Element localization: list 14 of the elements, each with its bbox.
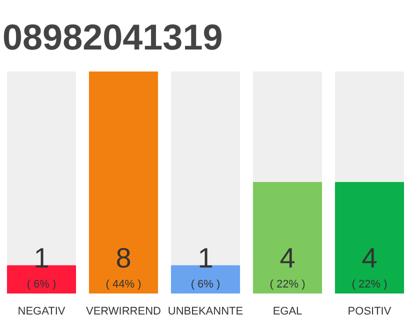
x-tick-label: NEGATIV	[18, 306, 66, 318]
x-tick-label: VERWIRREND	[86, 306, 162, 318]
chart-title: 08982041319	[2, 16, 223, 58]
x-tick-label: POSITIV	[348, 306, 392, 318]
data-label: 4	[280, 242, 296, 274]
data-label: 4	[362, 242, 378, 274]
x-tick-label: UNBEKANNTE	[168, 306, 244, 318]
annotation: ( 6% )	[190, 278, 220, 290]
annotation: ( 22% )	[352, 278, 388, 290]
annotation: ( 44% )	[106, 278, 142, 290]
data-label: 8	[116, 242, 132, 274]
annotation: ( 6% )	[26, 278, 56, 290]
x-tick-label: EGAL	[272, 306, 302, 318]
annotation: ( 22% )	[270, 278, 306, 290]
